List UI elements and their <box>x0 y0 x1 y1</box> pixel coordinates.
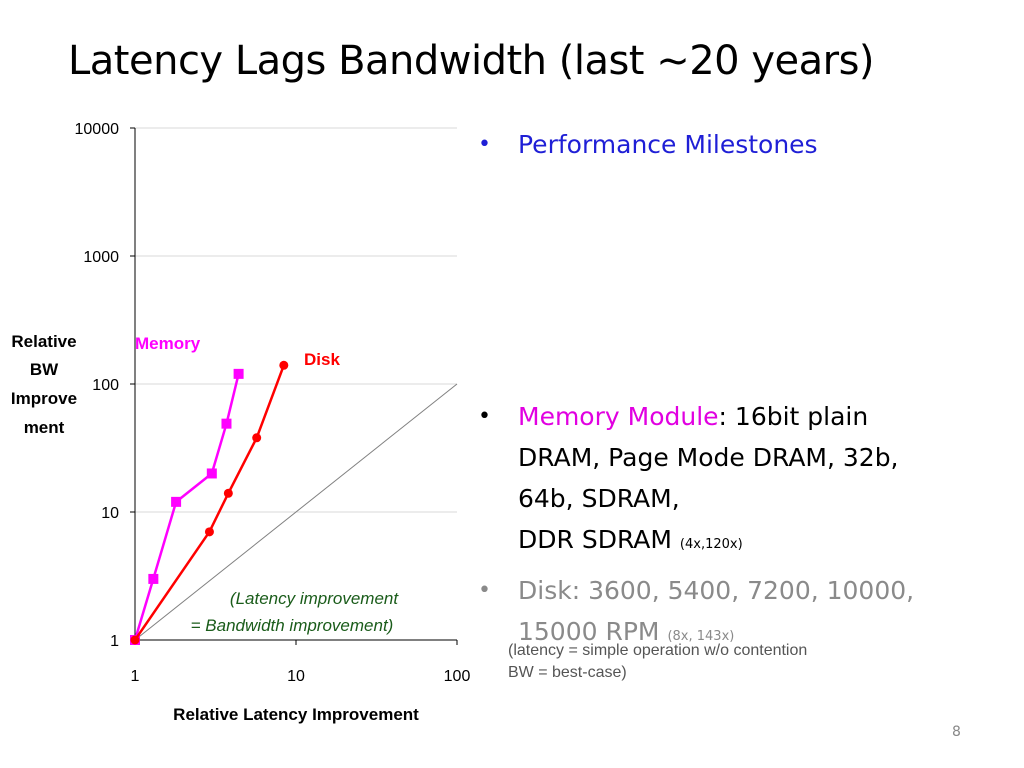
latency-note: (latency = simple operation w/o contenti… <box>508 640 807 684</box>
bullet-dot: • <box>478 578 491 603</box>
bullet-text: : <box>718 402 727 431</box>
data-point-disk <box>204 527 214 537</box>
data-point-memory <box>148 573 159 584</box>
data-point-disk <box>279 360 289 370</box>
series-line-memory <box>133 373 240 641</box>
x-tick-label: 10 <box>287 668 305 685</box>
y-ticks: 1 10 100 1000 10000 <box>75 121 135 650</box>
y-axis-title-line: Improve <box>11 389 77 408</box>
bullet-dot: • <box>478 404 491 429</box>
x-tick-label: 100 <box>444 668 471 685</box>
bullet-text: Disk: 3600, 5400, 7200, 10000, <box>518 576 915 605</box>
data-point-memory <box>233 368 244 379</box>
memory-module-label: Memory Module <box>518 402 719 431</box>
reference-line <box>134 383 458 641</box>
page-number: 8 <box>952 724 961 740</box>
slide-title: Latency Lags Bandwidth (last ~20 years) <box>68 38 875 84</box>
reference-label-line2: = Bandwidth improvement) <box>191 616 394 635</box>
bullet-small-text: (8x, 143x) <box>667 629 735 644</box>
y-axis-title: Relative BW Improve ment <box>11 332 77 437</box>
bullet-text: DDR SDRAM <box>518 525 672 554</box>
series <box>130 360 289 645</box>
y-axis-title-line: ment <box>24 418 65 437</box>
y-tick-label: 100 <box>92 377 119 394</box>
bullet-dot: • <box>478 132 491 157</box>
x-ticks: 1 10 100 <box>131 640 471 685</box>
bullet-performance-milestones: • Performance Milestones <box>478 124 978 165</box>
y-tick-label: 1000 <box>83 249 119 266</box>
reference-label-line1: (Latency improvement <box>230 589 399 608</box>
y-axis-title-line: BW <box>30 360 59 379</box>
bullet-memory-module: • Memory Module: 16bit plain DRAM, Page … <box>478 396 978 565</box>
series-disk <box>130 360 289 645</box>
data-point-disk <box>130 635 140 645</box>
bullet-text: 16bit plain <box>726 402 869 431</box>
y-tick-label: 10000 <box>75 121 120 138</box>
note-line: BW = best-case) <box>508 664 627 681</box>
data-point-memory <box>221 418 232 429</box>
data-point-memory <box>171 496 182 507</box>
y-axis-title-line: Relative <box>11 332 76 351</box>
bullet-text: 64b, SDRAM, <box>518 484 680 513</box>
data-point-disk <box>223 488 233 498</box>
y-tick-label: 10 <box>101 505 119 522</box>
data-point-disk <box>252 433 262 443</box>
bullet-disk: • Disk: 3600, 5400, 7200, 10000, 15000 R… <box>478 570 978 657</box>
series-label-disk: Disk <box>304 350 340 369</box>
x-tick-label: 1 <box>131 668 140 685</box>
y-tick-label: 1 <box>110 633 119 650</box>
note-line: (latency = simple operation w/o contenti… <box>508 642 808 659</box>
bullet-text: Performance Milestones <box>518 130 818 159</box>
bullet-text: 15000 RPM <box>518 617 660 646</box>
x-axis-title: Relative Latency Improvement <box>173 705 419 724</box>
bullet-small-text: (4x,120x) <box>679 537 743 552</box>
bullet-text: DRAM, Page Mode DRAM, 32b, <box>518 443 899 472</box>
data-point-memory <box>206 468 217 479</box>
series-label-memory: Memory <box>135 334 201 353</box>
